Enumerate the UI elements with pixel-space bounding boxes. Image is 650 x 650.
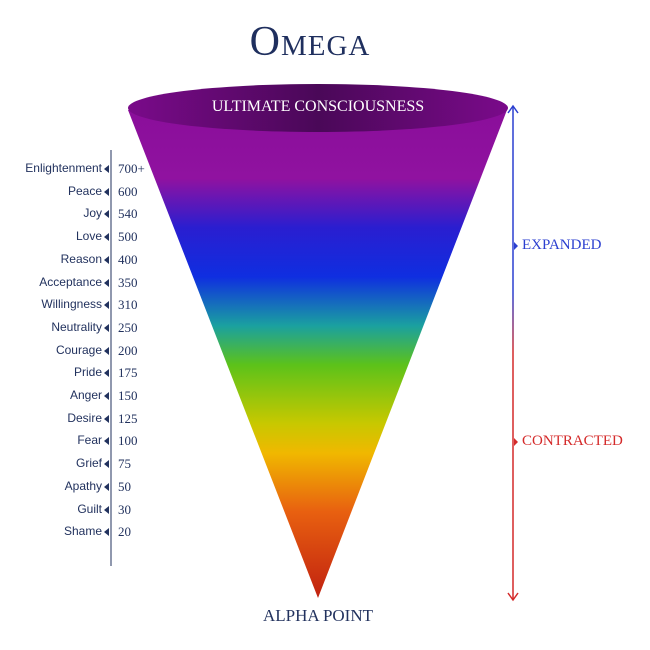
level-item: Joy 540 <box>0 206 150 224</box>
level-item: Grief 75 <box>0 456 150 474</box>
level-value: 540 <box>118 206 138 222</box>
level-value: 125 <box>118 410 138 426</box>
level-value: 100 <box>118 433 138 449</box>
bottom-label: ALPHA POINT <box>262 606 374 625</box>
contracted-marker-icon <box>514 438 518 446</box>
pointer-icon <box>104 187 109 196</box>
level-name: Joy <box>83 206 102 221</box>
level-item: Apathy 50 <box>0 479 150 497</box>
level-name: Willingness <box>41 297 102 312</box>
level-item: Guilt 30 <box>0 502 150 520</box>
level-name: Fear <box>77 433 102 448</box>
level-name: Anger <box>69 388 102 402</box>
level-name: Courage <box>55 342 102 357</box>
level-value: 150 <box>118 388 138 403</box>
level-name: Enlightenment <box>25 161 102 175</box>
level-value: 310 <box>118 297 138 313</box>
pointer-icon <box>104 255 109 264</box>
level-item: Pride 175 <box>0 365 150 383</box>
pointer-icon <box>104 369 109 378</box>
pointer-icon <box>104 528 109 537</box>
level-value: 400 <box>118 251 138 267</box>
pointer-icon <box>104 233 109 242</box>
level-name: Love <box>75 229 102 244</box>
pointer-icon <box>104 482 109 491</box>
pointer-icon <box>104 346 109 355</box>
level-item: Enlightenment 700+ <box>0 161 150 179</box>
arrow-up-icon <box>507 104 519 114</box>
level-name: Apathy <box>64 478 102 493</box>
pointer-icon <box>104 301 109 310</box>
pointer-icon <box>104 278 109 287</box>
level-item: Shame 20 <box>0 524 150 542</box>
level-value: 175 <box>118 365 138 381</box>
title: Omega <box>249 19 371 65</box>
pointer-icon <box>104 165 109 173</box>
level-value: 350 <box>118 274 138 290</box>
level-item: Love 500 <box>0 229 150 247</box>
cone-top <box>128 84 508 132</box>
level-value: 200 <box>118 342 138 358</box>
pointer-icon <box>104 210 109 219</box>
pointer-icon <box>104 460 109 469</box>
level-value: 250 <box>118 319 138 335</box>
contracted-label: CONTRACTED <box>522 433 623 449</box>
level-item: Willingness 310 <box>0 297 150 315</box>
level-name: Peace <box>67 183 102 198</box>
pointer-icon <box>104 414 109 423</box>
level-value: 700+ <box>118 161 145 176</box>
arrow-down-icon <box>507 592 519 602</box>
level-value: 50 <box>118 478 131 494</box>
level-name: Pride <box>73 365 102 380</box>
level-value: 600 <box>118 183 138 199</box>
level-name: Grief <box>75 456 102 471</box>
pointer-icon <box>104 323 109 332</box>
level-item: Acceptance 350 <box>0 275 150 293</box>
level-item: Peace 600 <box>0 184 150 202</box>
level-item: Fear 100 <box>0 433 150 451</box>
level-item: Reason 400 <box>0 252 150 270</box>
level-name: Reason <box>60 251 102 266</box>
level-value: 500 <box>118 229 138 245</box>
level-item: Desire 125 <box>0 411 150 429</box>
level-name: Neutrality <box>51 319 102 334</box>
pointer-icon <box>104 505 109 514</box>
level-name: Guilt <box>77 501 102 516</box>
level-value: 75 <box>118 456 131 472</box>
top-label: ULTIMATE CONSCIOUSNESS <box>211 98 425 115</box>
level-name: Acceptance <box>39 274 102 289</box>
level-name: Shame <box>63 524 102 539</box>
level-name: Desire <box>67 410 102 425</box>
expanded-marker-icon <box>514 242 518 250</box>
level-item: Courage 200 <box>0 343 150 361</box>
level-item: Neutrality 250 <box>0 320 150 338</box>
pointer-icon <box>104 392 109 400</box>
expanded-label: EXPANDED <box>522 237 602 253</box>
level-item: Anger 150 <box>0 388 150 406</box>
consciousness-cone <box>128 110 507 598</box>
level-value: 20 <box>118 524 131 540</box>
pointer-icon <box>104 437 109 446</box>
level-value: 30 <box>118 501 131 517</box>
